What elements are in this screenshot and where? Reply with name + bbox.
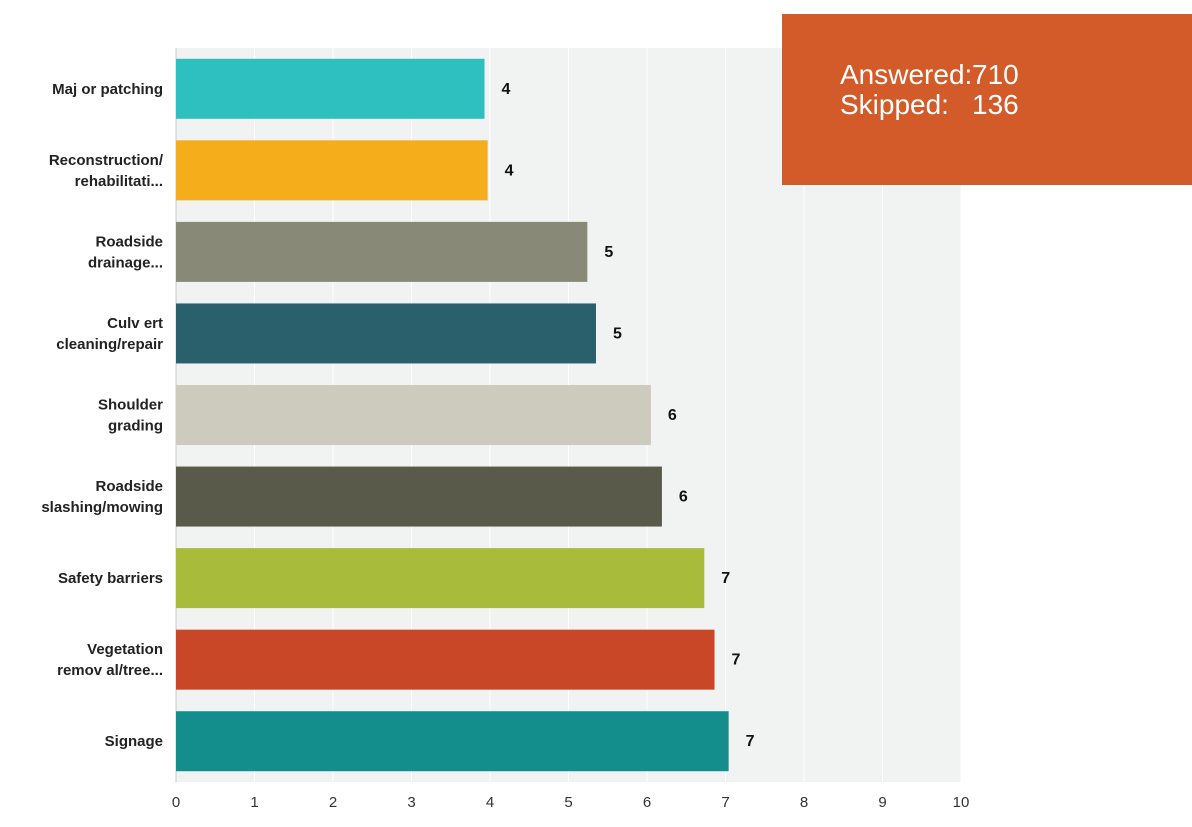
bar [176,629,715,690]
category-label: Culv ert cleaning/repair [56,315,163,353]
category-label: Safety barriers [58,570,163,587]
bar [176,221,588,282]
x-tick-label: 9 [878,794,886,811]
x-tick-labels-group: 0 1 2 3 4 5 6 7 8 9 10 [172,794,970,811]
category-label-line: slashing/mowing [41,499,163,516]
x-tick-label: 8 [800,794,808,811]
category-label: Roadside slashing/mowing [41,478,163,516]
value-labels-group: 4 4 5 5 6 6 7 7 7 [502,81,755,750]
bar [176,548,705,609]
category-label-line: rehabilitati... [75,173,163,190]
category-label: Roadside drainage... [88,233,163,271]
category-label-line: Culv ert [107,315,163,332]
category-label-line: Safety barriers [58,570,163,587]
bar-value-label: 6 [668,407,677,424]
answered-value: 710 [972,59,1019,90]
bar [176,58,485,119]
x-tick-label: 6 [643,794,651,811]
category-label-line: Signage [105,733,163,750]
bar-value-label: 5 [604,244,613,261]
bar-value-label: 7 [721,570,730,587]
answered-row: Answered: 710 [840,60,1192,90]
category-label-line: Shoulder [98,397,163,414]
response-summary-box: Answered: 710 Skipped: 136 [782,14,1192,185]
category-label-line: Vegetation [87,641,163,658]
bar [176,466,662,527]
x-tick-label: 1 [250,794,258,811]
category-label-line: drainage... [88,254,163,271]
x-tick-label: 4 [486,794,494,811]
skipped-row: Skipped: 136 [840,90,1192,120]
category-label-line: remov al/tree... [57,662,163,679]
bar-value-label: 6 [679,489,688,506]
x-tick-label: 10 [953,794,970,811]
bar-value-label: 4 [502,81,511,98]
skipped-label: Skipped: [840,89,949,120]
answered-label: Answered: [840,59,973,90]
x-tick-label: 3 [407,794,415,811]
x-tick-label: 0 [172,794,180,811]
x-tick-label: 5 [564,794,572,811]
category-label: Maj or patching [52,81,163,98]
category-label: Vegetation remov al/tree... [57,641,163,679]
bar-value-label: 5 [613,325,622,342]
x-tick-label: 7 [721,794,729,811]
category-label-line: grading [108,418,163,435]
x-tick-label: 2 [329,794,337,811]
skipped-value: 136 [972,89,1019,120]
bar [176,711,729,772]
category-label: Signage [105,733,163,750]
category-label-line: Roadside [95,478,163,495]
bar-value-label: 7 [732,652,741,669]
category-label-line: Roadside [95,233,163,250]
bar [176,140,488,201]
category-labels-group: Maj or patching Reconstruction/rehabilita… [41,81,164,750]
category-label: Shoulder grading [98,397,163,435]
bar [176,303,596,364]
category-label-line: cleaning/repair [56,336,163,353]
bars-group [176,58,729,772]
bar [176,385,651,445]
bar-value-label: 7 [746,733,755,750]
category-label-line: Reconstruction/ [49,152,164,169]
category-label: Reconstruction/rehabilitati... [49,152,164,190]
category-label-line: Maj or patching [52,81,163,98]
bar-value-label: 4 [505,162,514,179]
